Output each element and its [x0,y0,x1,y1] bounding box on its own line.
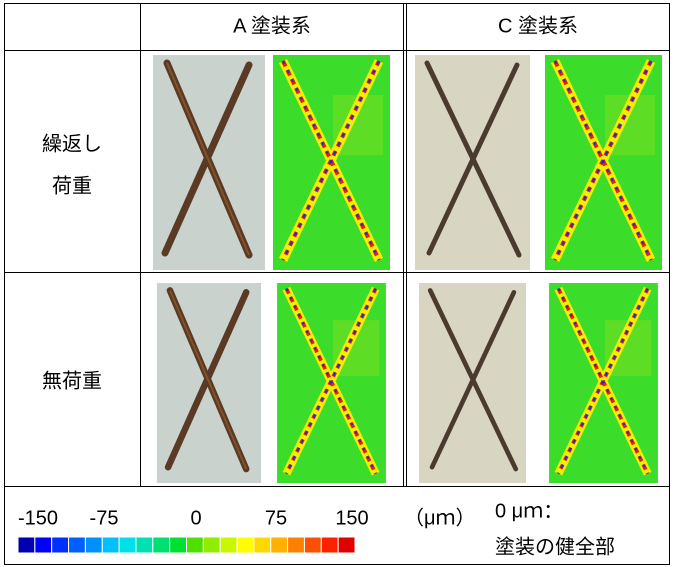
legend-tick: 75 [265,507,287,529]
colorbar-swatch [203,537,220,553]
photo [415,55,530,270]
legend-note: 塗装の健全部 [495,535,615,558]
colorbar-swatch [170,537,187,553]
legend: -150 -75 0 75 150 [18,507,369,553]
thickness-map [549,283,658,483]
colorbar-swatch [254,537,271,553]
column-header: A 塗装系 [233,14,311,37]
colorbar-swatch [18,537,35,553]
colorbar-swatch [136,537,153,553]
row-label: 繰返し [42,132,102,155]
figure: A 塗装系 C 塗装系 繰返し 荷重 無荷重 -150 -75 0 75 150 （μｍ… [0,0,674,567]
photo [153,55,265,270]
thickness-map [277,283,386,483]
photo [419,283,526,483]
colorbar-swatch [85,537,102,553]
colorbar-swatch [271,537,288,553]
colorbar-swatch [220,537,237,553]
legend-tick: -150 [18,507,58,529]
colorbar-swatch [35,537,52,553]
legend-note: 0 μｍ： [495,500,563,522]
row-label: 無荷重 [42,369,102,392]
legend-tick: -75 [90,507,119,529]
colorbar-swatch [288,537,305,553]
colorbar-swatch [338,537,355,553]
colorbar-swatch [237,537,254,553]
row-label: 荷重 [52,174,92,197]
thickness-map [273,55,390,270]
colorbar-swatch [187,537,204,553]
photo [157,283,261,483]
colorbar-swatch [321,537,338,553]
legend-tick: 0 [190,507,201,529]
legend-unit: （μｍ） [404,506,476,529]
legend-tick: 150 [335,507,368,529]
colorbar-swatch [153,537,170,553]
colorbar-swatch [69,537,86,553]
colorbar-swatch [304,537,321,553]
colorbar-swatch [119,537,136,553]
column-header: C 塗装系 [498,14,578,37]
thickness-map [545,55,662,270]
colorbar-swatch [102,537,119,553]
colorbar-swatch [52,537,69,553]
